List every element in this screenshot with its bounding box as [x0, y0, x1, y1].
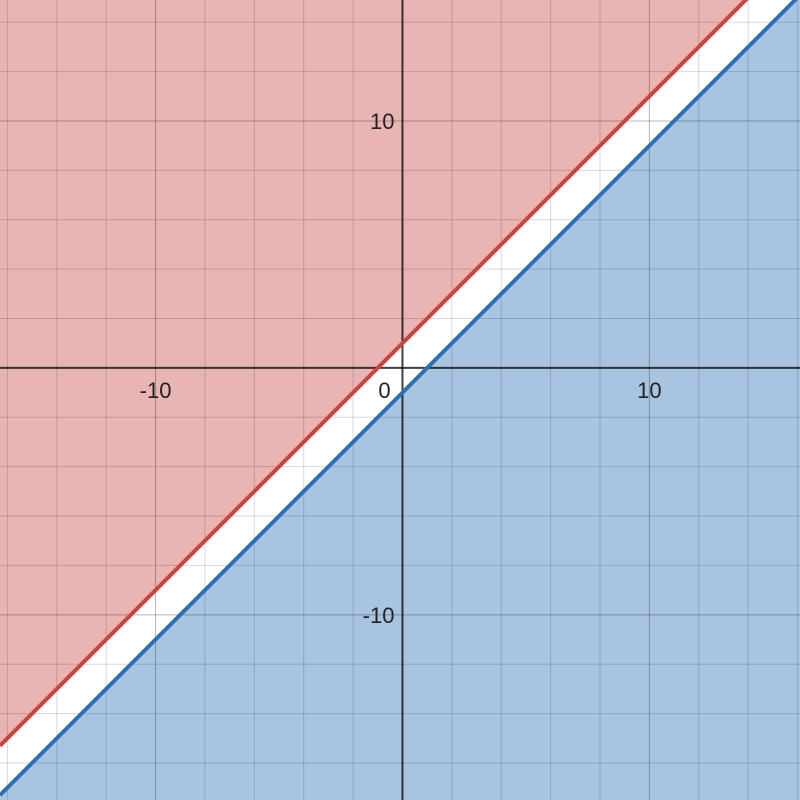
tick-labels: -10 0 10 10 -10: [140, 109, 662, 628]
x-tick-label: 0: [378, 378, 390, 403]
shaded-region-1: [0, 0, 800, 746]
y-tick-label: -10: [363, 603, 395, 628]
x-tick-label: -10: [140, 378, 172, 403]
x-tick-label: 10: [637, 378, 661, 403]
boundary-line-1: [0, 0, 749, 748]
y-tick-label: 10: [370, 109, 394, 134]
